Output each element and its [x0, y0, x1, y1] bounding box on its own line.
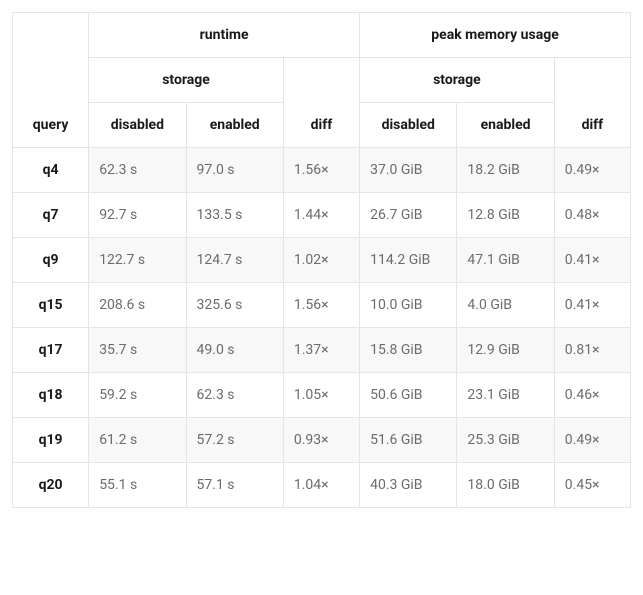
table-header: query runtime peak memory usage storage … — [13, 13, 631, 148]
header-peak-memory: peak memory usage — [360, 13, 631, 58]
memory-enabled-cell: 12.8 GiB — [457, 193, 554, 238]
runtime-disabled-cell: 59.2 s — [89, 373, 186, 418]
memory-diff-cell: 0.49× — [554, 148, 630, 193]
table-row: q2055.1 s57.1 s1.04×40.3 GiB18.0 GiB0.45… — [13, 463, 631, 508]
header-runtime: runtime — [89, 13, 360, 58]
memory-disabled-cell: 37.0 GiB — [360, 148, 457, 193]
runtime-diff-cell: 0.93× — [283, 418, 359, 463]
memory-disabled-cell: 114.2 GiB — [360, 238, 457, 283]
runtime-enabled-cell: 325.6 s — [186, 283, 283, 328]
runtime-enabled-cell: 49.0 s — [186, 328, 283, 373]
runtime-disabled-cell: 208.6 s — [89, 283, 186, 328]
runtime-disabled-cell: 55.1 s — [89, 463, 186, 508]
runtime-enabled-cell: 57.1 s — [186, 463, 283, 508]
header-runtime-disabled: disabled — [89, 103, 186, 148]
memory-disabled-cell: 10.0 GiB — [360, 283, 457, 328]
table-row: q1859.2 s62.3 s1.05×50.6 GiB23.1 GiB0.46… — [13, 373, 631, 418]
header-runtime-diff: diff — [283, 58, 359, 148]
runtime-enabled-cell: 57.2 s — [186, 418, 283, 463]
header-memory-disabled: disabled — [360, 103, 457, 148]
table-row: q9122.7 s124.7 s1.02×114.2 GiB47.1 GiB0.… — [13, 238, 631, 283]
header-memory-storage: storage — [360, 58, 555, 103]
memory-enabled-cell: 12.9 GiB — [457, 328, 554, 373]
table-row: q792.7 s133.5 s1.44×26.7 GiB12.8 GiB0.48… — [13, 193, 631, 238]
runtime-enabled-cell: 62.3 s — [186, 373, 283, 418]
query-cell: q18 — [13, 373, 89, 418]
query-cell: q19 — [13, 418, 89, 463]
table-row: q1961.2 s57.2 s0.93×51.6 GiB25.3 GiB0.49… — [13, 418, 631, 463]
runtime-diff-cell: 1.02× — [283, 238, 359, 283]
header-runtime-enabled: enabled — [186, 103, 283, 148]
runtime-disabled-cell: 35.7 s — [89, 328, 186, 373]
memory-disabled-cell: 50.6 GiB — [360, 373, 457, 418]
runtime-disabled-cell: 122.7 s — [89, 238, 186, 283]
runtime-diff-cell: 1.44× — [283, 193, 359, 238]
memory-diff-cell: 0.45× — [554, 463, 630, 508]
memory-enabled-cell: 4.0 GiB — [457, 283, 554, 328]
runtime-enabled-cell: 124.7 s — [186, 238, 283, 283]
runtime-enabled-cell: 133.5 s — [186, 193, 283, 238]
runtime-disabled-cell: 92.7 s — [89, 193, 186, 238]
query-cell: q15 — [13, 283, 89, 328]
memory-enabled-cell: 25.3 GiB — [457, 418, 554, 463]
memory-diff-cell: 0.41× — [554, 238, 630, 283]
memory-enabled-cell: 18.2 GiB — [457, 148, 554, 193]
memory-diff-cell: 0.48× — [554, 193, 630, 238]
memory-disabled-cell: 15.8 GiB — [360, 328, 457, 373]
benchmark-table: query runtime peak memory usage storage … — [12, 12, 631, 508]
query-cell: q17 — [13, 328, 89, 373]
query-cell: q4 — [13, 148, 89, 193]
table-body: q462.3 s97.0 s1.56×37.0 GiB18.2 GiB0.49×… — [13, 148, 631, 508]
runtime-disabled-cell: 62.3 s — [89, 148, 186, 193]
memory-diff-cell: 0.41× — [554, 283, 630, 328]
runtime-disabled-cell: 61.2 s — [89, 418, 186, 463]
table-row: q15208.6 s325.6 s1.56×10.0 GiB4.0 GiB0.4… — [13, 283, 631, 328]
runtime-diff-cell: 1.37× — [283, 328, 359, 373]
header-runtime-storage: storage — [89, 58, 284, 103]
runtime-enabled-cell: 97.0 s — [186, 148, 283, 193]
query-cell: q9 — [13, 238, 89, 283]
runtime-diff-cell: 1.05× — [283, 373, 359, 418]
header-memory-diff: diff — [554, 58, 630, 148]
memory-diff-cell: 0.81× — [554, 328, 630, 373]
runtime-diff-cell: 1.56× — [283, 283, 359, 328]
table-row: q462.3 s97.0 s1.56×37.0 GiB18.2 GiB0.49× — [13, 148, 631, 193]
memory-disabled-cell: 40.3 GiB — [360, 463, 457, 508]
header-query: query — [13, 13, 89, 148]
runtime-diff-cell: 1.56× — [283, 148, 359, 193]
query-cell: q7 — [13, 193, 89, 238]
memory-diff-cell: 0.46× — [554, 373, 630, 418]
memory-enabled-cell: 18.0 GiB — [457, 463, 554, 508]
query-cell: q20 — [13, 463, 89, 508]
table-row: q1735.7 s49.0 s1.37×15.8 GiB12.9 GiB0.81… — [13, 328, 631, 373]
memory-enabled-cell: 47.1 GiB — [457, 238, 554, 283]
runtime-diff-cell: 1.04× — [283, 463, 359, 508]
memory-diff-cell: 0.49× — [554, 418, 630, 463]
memory-enabled-cell: 23.1 GiB — [457, 373, 554, 418]
memory-disabled-cell: 26.7 GiB — [360, 193, 457, 238]
header-memory-enabled: enabled — [457, 103, 554, 148]
memory-disabled-cell: 51.6 GiB — [360, 418, 457, 463]
